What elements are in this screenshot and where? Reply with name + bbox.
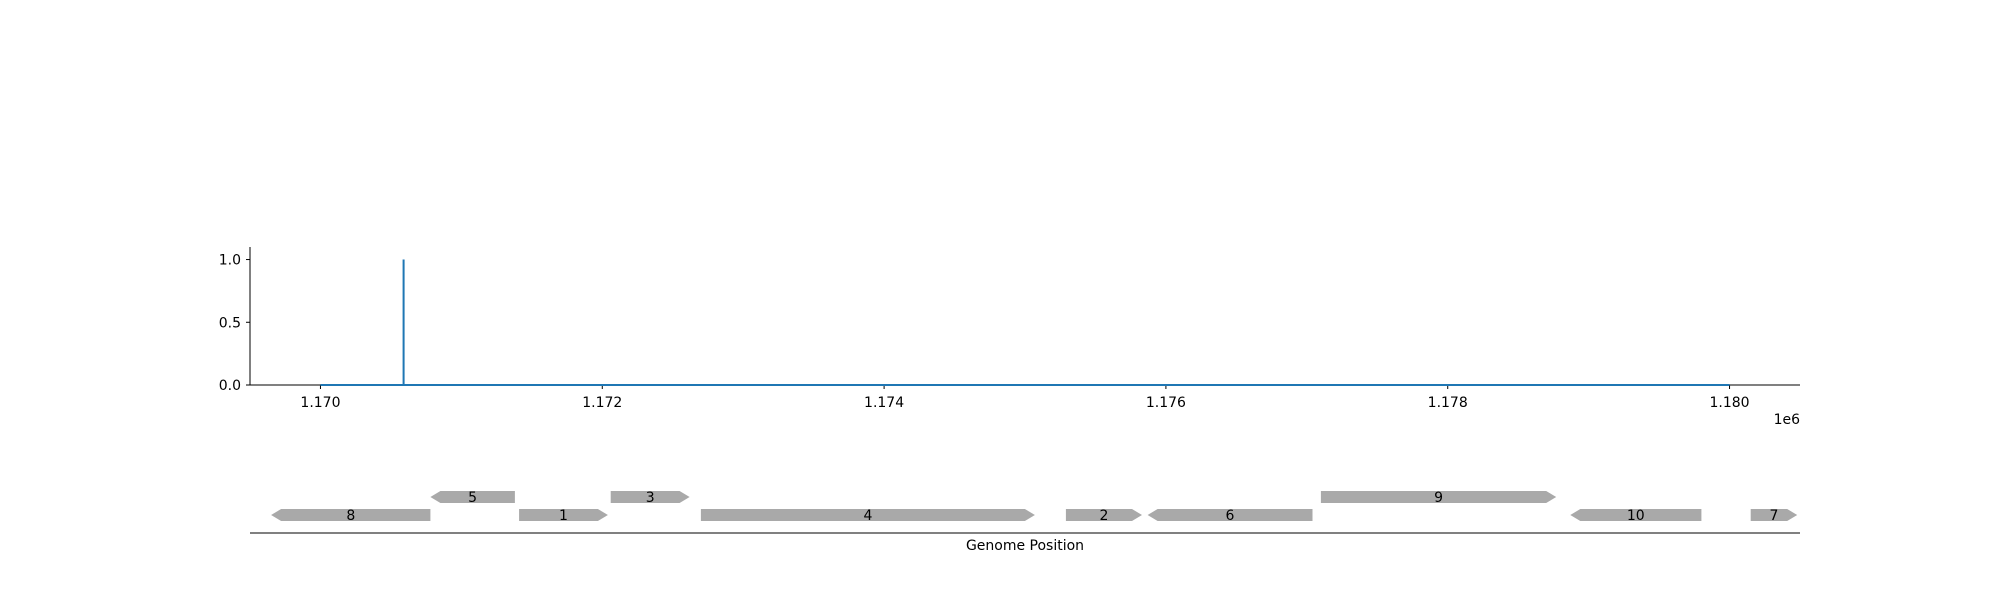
gene-arrow: [1570, 509, 1702, 521]
gene-arrow: [1320, 491, 1557, 503]
gene-track-xlabel: Genome Position: [966, 538, 1084, 554]
coverage-plot: 0.0 0.5 1.0 1.170 1.172 1.174 1.176 1.178 1.180…: [219, 247, 1800, 428]
series-group: [320, 259, 1730, 386]
x-tick-label: 1.172: [582, 395, 622, 411]
gene-arrow: [1147, 509, 1313, 521]
gene-label: 9: [1434, 490, 1443, 506]
x-tick-label: 1.178: [1428, 395, 1468, 411]
gene-label: 4: [863, 508, 872, 524]
x-tick-label: 1.176: [1146, 395, 1186, 411]
gene-label: 1: [559, 508, 568, 524]
gene-arrow: [1065, 509, 1142, 521]
gene-label: 2: [1099, 508, 1108, 524]
gene-arrow: [430, 491, 515, 503]
gene-label: 10: [1627, 508, 1645, 524]
gene-track: 8 5 1 3 4 2 6 9 10 7 Genome Position: [250, 490, 1800, 554]
y-tick-label: 0.0: [219, 378, 241, 394]
gene-label: 8: [346, 508, 355, 524]
gene-arrow: [519, 509, 608, 521]
gene-label: 5: [468, 490, 477, 506]
x-tick-label: 1.174: [864, 395, 904, 411]
gene-label: 3: [646, 490, 655, 506]
y-ticks: 0.0 0.5 1.0: [219, 253, 250, 394]
gene-arrow: [1750, 509, 1798, 521]
x-tick-label: 1.170: [300, 395, 340, 411]
gene-arrow: [271, 509, 431, 521]
gene-arrow: [700, 509, 1035, 521]
y-tick-label: 1.0: [219, 253, 241, 269]
gene-label: 6: [1226, 508, 1235, 524]
gene-label: 7: [1769, 508, 1778, 524]
gene-arrows: 8 5 1 3 4 2 6 9 10 7: [271, 490, 1798, 524]
x-offset-label: 1e6: [1774, 412, 1801, 428]
series-line: [320, 259, 1730, 386]
x-tick-label: 1.180: [1709, 395, 1749, 411]
gene-arrow: [610, 491, 690, 503]
x-ticks: 1.170 1.172 1.174 1.176 1.178 1.180: [300, 385, 1750, 411]
y-tick-label: 0.5: [219, 315, 241, 331]
